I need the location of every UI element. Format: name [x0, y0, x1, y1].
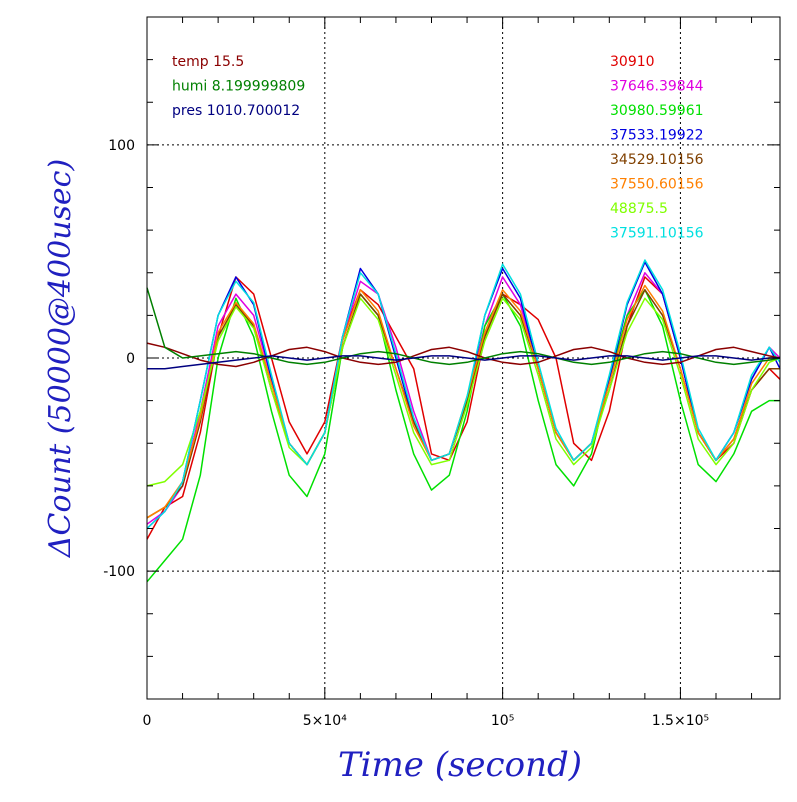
y-axis-title: ΔCount (50000@400usec)	[43, 159, 78, 558]
legend-right-entry: 37533.19922	[610, 128, 704, 144]
y-tick-label: 100	[108, 138, 135, 154]
series-line	[146, 289, 780, 583]
legend-right-entry: 37646.39844	[610, 79, 704, 95]
x-tick-label: 5×10⁴	[303, 713, 347, 729]
tick-label-layer: 0 5×10⁴ 10⁵ 1.5×10⁵ -100 0 100	[103, 138, 709, 729]
legend-right-entry: 30980.59961	[610, 103, 704, 119]
series-layer	[146, 259, 781, 583]
series-line	[146, 297, 781, 487]
series-line	[146, 342, 781, 368]
x-tick-label: 1.5×10⁵	[652, 713, 709, 729]
y-tick-label: -100	[103, 564, 135, 580]
legend-left-entry: pres 1010.700012	[172, 103, 300, 119]
x-tick-label: 10⁵	[491, 713, 514, 729]
x-axis-title: Time (second)	[338, 745, 582, 785]
legend-right-entry: 30910	[610, 54, 655, 70]
legend-right-entry: 37550.60156	[610, 177, 704, 193]
legend-right: 30910 37646.39844 30980.59961 37533.19922 34…	[610, 54, 704, 242]
y-tick-label: 0	[126, 351, 135, 367]
series-line	[147, 355, 780, 370]
legend-left-entry: humi 8.199999809	[172, 79, 305, 95]
legend-left: temp 15.5 humi 8.199999809 pres 1010.70001…	[172, 54, 305, 119]
legend-left-entry: temp 15.5	[172, 54, 244, 70]
series-line	[146, 287, 781, 366]
legend-right-entry: 48875.5	[610, 201, 668, 217]
x-tick-label: 0	[143, 713, 152, 729]
tick-layer	[146, 16, 780, 700]
legend-right-entry: 37591.10156	[610, 226, 704, 242]
legend-right-entry: 34529.10156	[610, 152, 704, 168]
